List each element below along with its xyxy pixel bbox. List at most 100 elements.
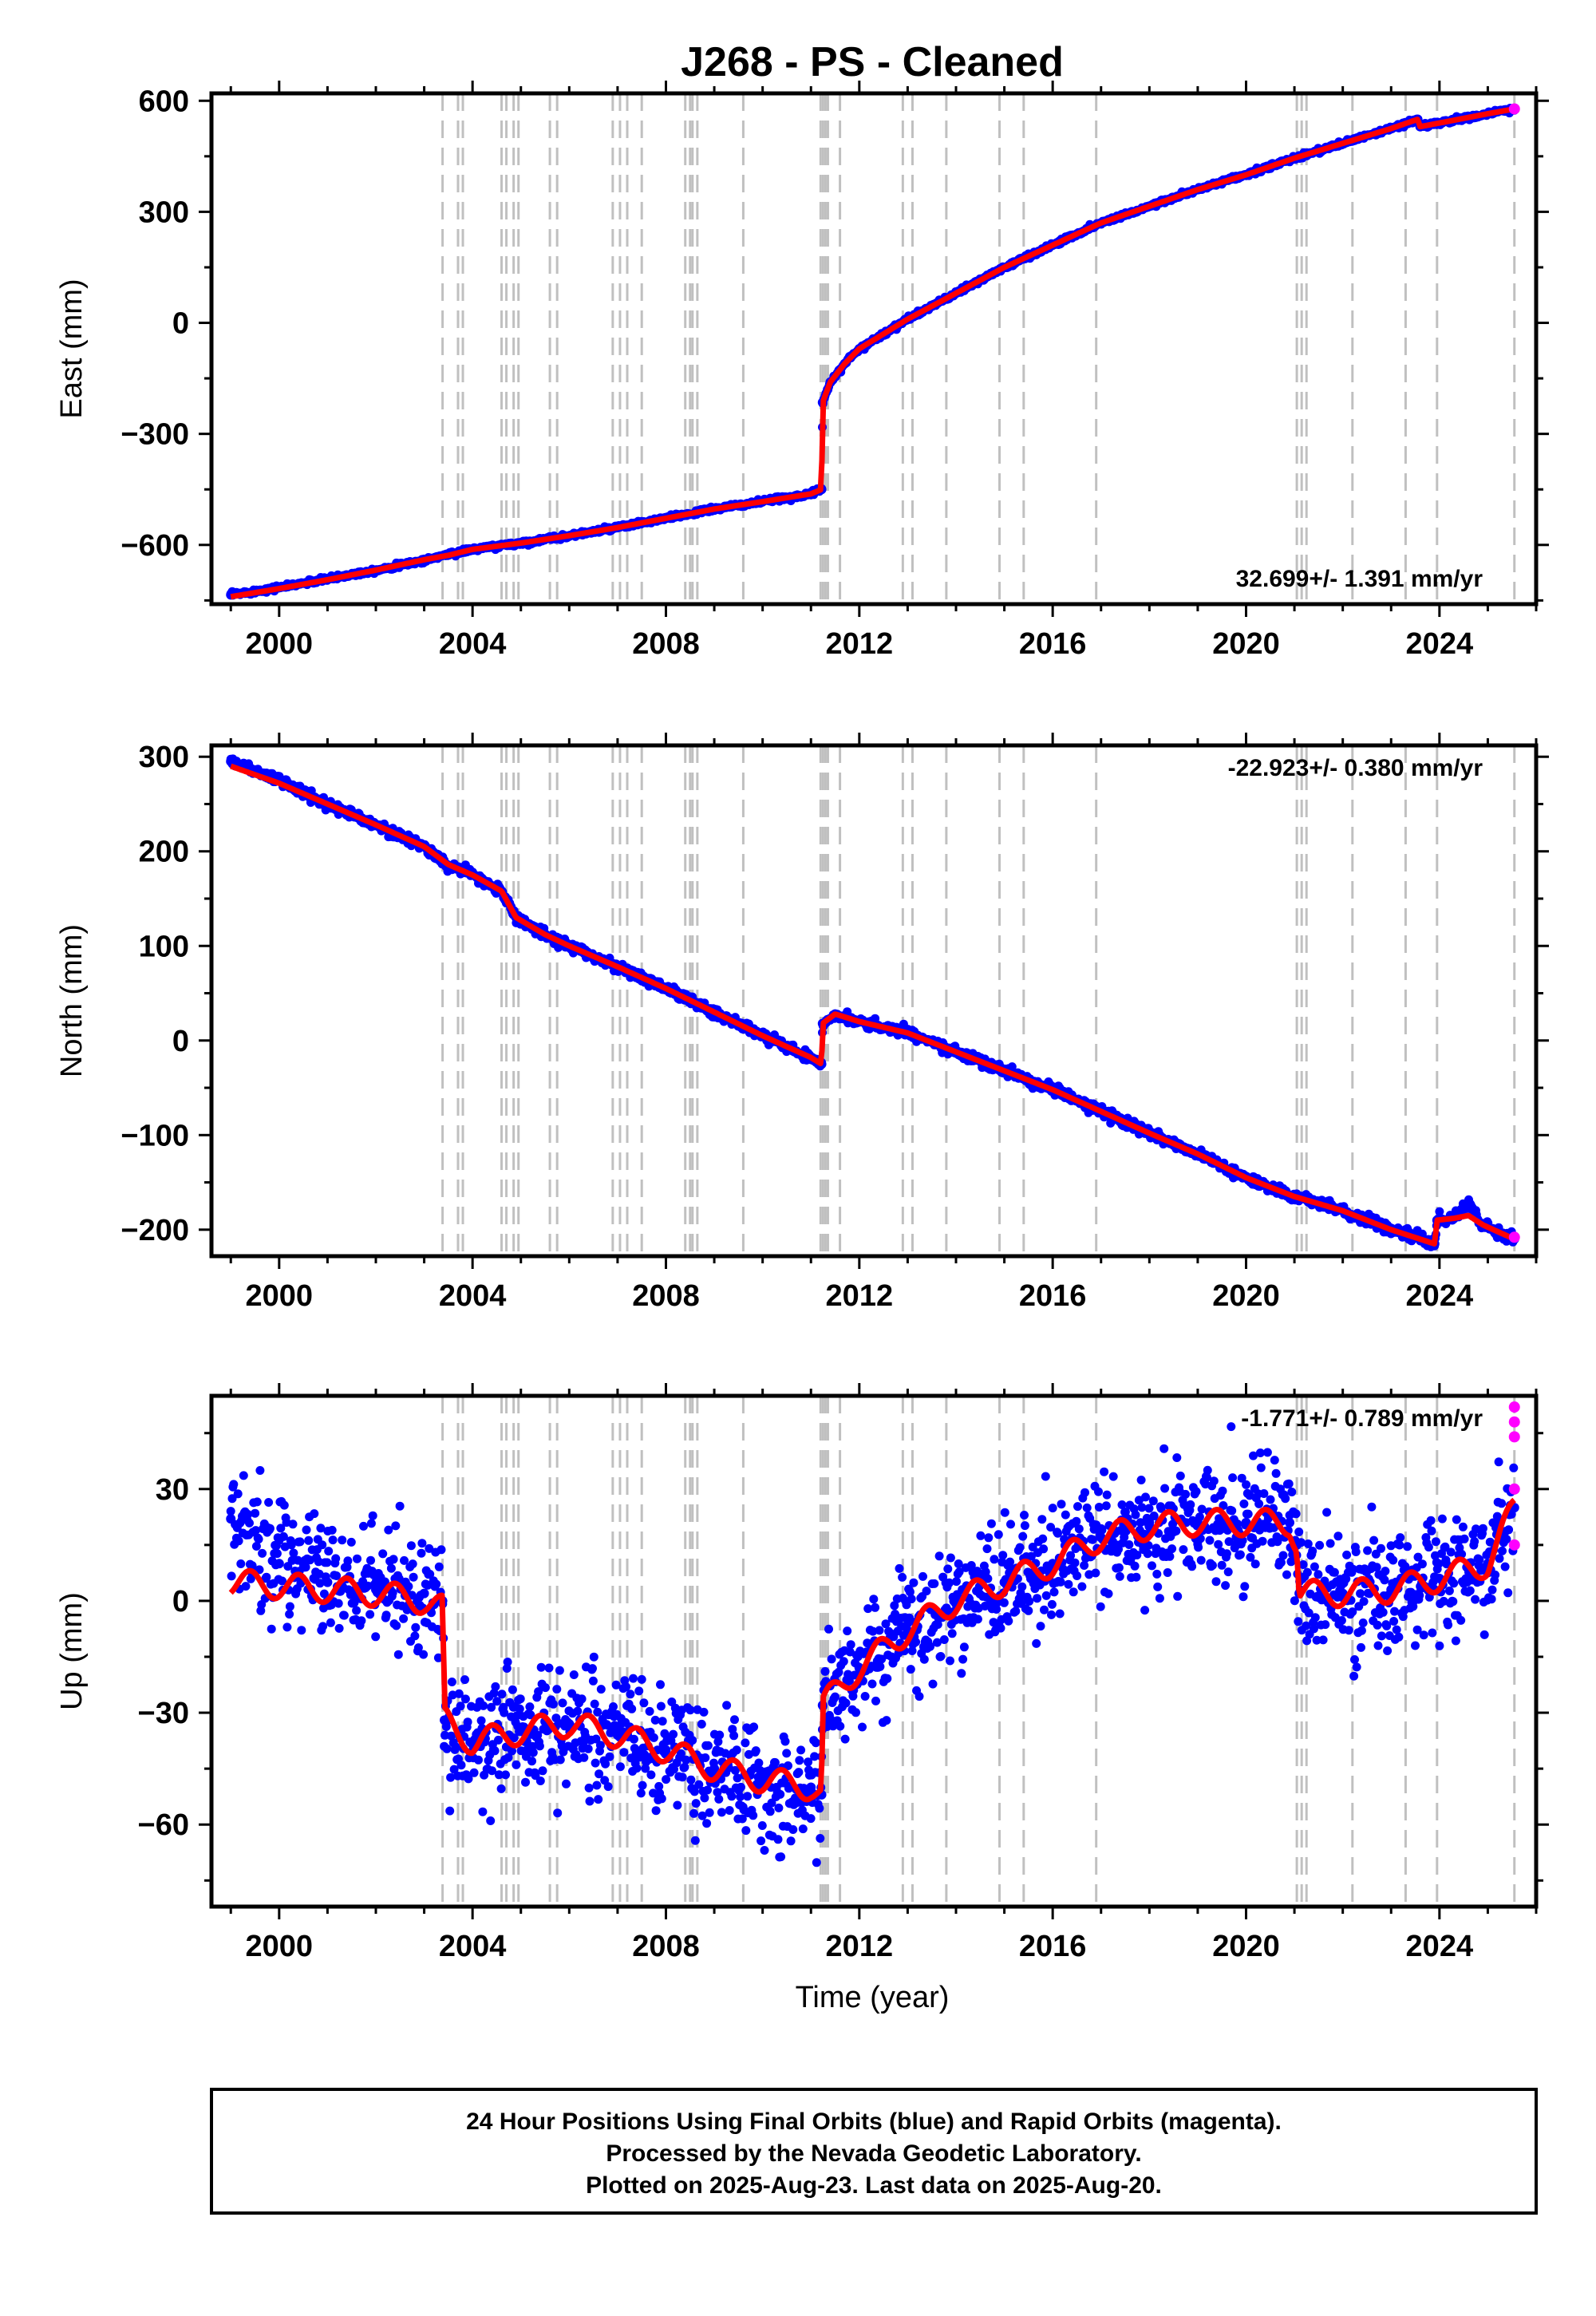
up-final-point — [1020, 1521, 1029, 1531]
up-final-point — [841, 1698, 851, 1708]
up-final-point — [474, 1755, 483, 1765]
up-final-point — [334, 1599, 343, 1608]
up-final-point — [658, 1717, 667, 1726]
up-final-point — [410, 1631, 420, 1641]
up-final-point — [536, 1662, 546, 1672]
up-final-point — [1017, 1582, 1027, 1591]
up-final-point — [689, 1808, 698, 1818]
up-final-point — [399, 1614, 409, 1623]
up-final-point — [686, 1775, 696, 1784]
up-final-point — [245, 1518, 254, 1528]
up-final-point — [774, 1803, 784, 1812]
up-final-point — [456, 1761, 466, 1770]
up-final-point — [491, 1682, 500, 1691]
up-final-point — [741, 1826, 751, 1836]
up-final-point — [776, 1789, 785, 1799]
up-final-point — [252, 1497, 262, 1507]
up-final-point — [227, 1571, 236, 1581]
up-final-point — [486, 1816, 496, 1825]
up-final-point — [463, 1717, 472, 1727]
north-ytick-label: 200 — [139, 836, 189, 869]
up-final-point — [638, 1780, 647, 1790]
up-final-point — [994, 1530, 1003, 1539]
up-final-point — [996, 1623, 1005, 1633]
up-final-point — [952, 1577, 961, 1587]
up-final-point — [535, 1741, 544, 1751]
up-final-point — [730, 1715, 739, 1725]
up-final-point — [241, 1582, 251, 1591]
up-final-point — [239, 1471, 248, 1480]
north-ytick-label: −100 — [120, 1119, 189, 1152]
up-final-point — [442, 1744, 452, 1753]
up-final-point — [722, 1701, 732, 1710]
up-final-point — [515, 1704, 524, 1713]
up-final-point — [251, 1508, 260, 1518]
up-final-point — [741, 1738, 750, 1748]
up-final-point — [389, 1555, 398, 1564]
up-final-point — [285, 1610, 294, 1619]
up-final-point — [479, 1701, 488, 1710]
up-final-point — [946, 1553, 955, 1563]
up-final-point — [725, 1806, 734, 1815]
up-final-point — [579, 1753, 589, 1762]
up-final-point — [1041, 1472, 1050, 1481]
up-final-point — [986, 1519, 996, 1528]
up-final-point — [911, 1638, 921, 1646]
up-final-point — [577, 1694, 587, 1704]
up-final-point — [236, 1559, 246, 1568]
up-final-point — [1039, 1544, 1049, 1554]
up-final-point — [1006, 1520, 1015, 1529]
up-final-point — [699, 1707, 709, 1717]
up-final-point — [521, 1777, 530, 1787]
up-final-point — [627, 1704, 637, 1713]
east-rate-label: 32.699+/- 1.391 mm/yr — [1236, 566, 1483, 592]
up-final-point — [1025, 1597, 1034, 1606]
up-final-point — [919, 1654, 929, 1664]
up-final-point — [984, 1533, 994, 1543]
up-final-point — [525, 1702, 535, 1712]
up-final-point — [595, 1741, 605, 1750]
up-final-point — [639, 1698, 649, 1708]
up-final-point — [629, 1734, 638, 1744]
up-final-point — [411, 1622, 421, 1632]
up-final-point — [555, 1755, 565, 1765]
panel-east: 2000 2004 2008 2012 2016 2020 2024−600−3000300… — [55, 81, 1549, 661]
up-final-point — [417, 1548, 426, 1558]
up-final-point — [770, 1758, 780, 1767]
up-final-point — [585, 1796, 595, 1806]
north-ytick-label: 100 — [139, 930, 189, 963]
up-final-point — [656, 1680, 665, 1690]
up-final-point — [629, 1674, 638, 1683]
up-final-point — [1015, 1543, 1025, 1552]
up-final-point — [780, 1737, 790, 1746]
up-final-point — [875, 1626, 884, 1635]
up-final-point — [928, 1679, 938, 1689]
east-ytick-label: 600 — [139, 85, 189, 118]
up-final-point — [285, 1602, 294, 1611]
up-final-point — [836, 1721, 845, 1731]
up-final-point — [282, 1622, 292, 1632]
up-final-point — [594, 1795, 603, 1804]
north-xtick-label: 2012 — [826, 1279, 894, 1313]
up-final-point — [590, 1699, 599, 1709]
north-final-point — [1464, 1198, 1474, 1208]
up-final-point — [528, 1748, 538, 1757]
up-final-point — [958, 1654, 968, 1664]
north-ytick-label: 0 — [172, 1025, 189, 1058]
up-final-point — [535, 1777, 545, 1785]
east-xtick-label: 2008 — [632, 627, 700, 661]
up-final-point — [637, 1674, 646, 1684]
up-final-point — [982, 1544, 992, 1554]
up-final-point — [936, 1652, 946, 1661]
up-final-point — [703, 1785, 712, 1795]
up-final-point — [393, 1650, 403, 1659]
east-xtick-label: 2020 — [1212, 627, 1280, 661]
up-final-point — [417, 1539, 427, 1548]
up-final-point — [447, 1678, 456, 1686]
up-final-point — [490, 1746, 500, 1756]
up-final-point — [867, 1679, 877, 1689]
up-final-point — [820, 1666, 830, 1676]
up-final-point — [501, 1770, 510, 1780]
north-xtick-label: 2008 — [632, 1279, 700, 1313]
up-final-point — [626, 1690, 635, 1699]
